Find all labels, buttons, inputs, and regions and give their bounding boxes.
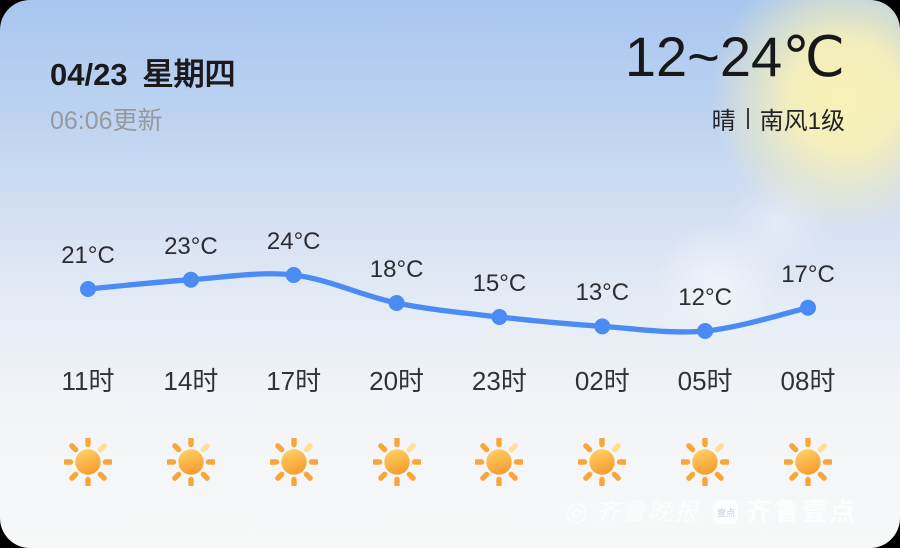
- sun-icon: [269, 438, 318, 486]
- sun-icon: [64, 438, 112, 486]
- condition-label: 晴: [711, 107, 736, 135]
- sun-icon: [784, 438, 832, 486]
- yidian-badge-text: 壹点: [716, 507, 735, 518]
- hour-label: 08时: [780, 366, 836, 396]
- hour-label: 05时: [677, 366, 733, 396]
- date-label: 04/23: [50, 57, 128, 92]
- weekday-label: 星期四: [142, 57, 236, 92]
- yidian-badge-icon: 壹点: [713, 500, 738, 524]
- data-point-dot: [594, 318, 611, 335]
- point-temp-label: 12°C: [678, 284, 732, 311]
- wind-label: 南风1级: [759, 107, 845, 135]
- point-temp-label: 13°C: [575, 279, 630, 307]
- hour-label: 14时: [163, 366, 219, 396]
- temp-range-label: 12~24℃: [624, 25, 845, 88]
- data-point-dot: [697, 323, 714, 339]
- sun-icon: [166, 438, 215, 486]
- data-point-dot: [285, 267, 302, 283]
- point-temp-label: 17°C: [781, 260, 835, 288]
- date-title: 04/23 星期四: [50, 56, 236, 93]
- hour-label: 20时: [369, 366, 425, 396]
- data-point-dot: [491, 309, 508, 325]
- sun-icon: [372, 438, 421, 486]
- data-point-dot: [800, 299, 816, 316]
- sun-icon: [578, 438, 627, 486]
- point-temp-label: 18°C: [369, 256, 424, 283]
- point-temp-label: 24°C: [266, 228, 321, 255]
- data-point-dot: [80, 281, 96, 297]
- divider-bar: [746, 107, 749, 129]
- qilu-evening-news-logo-icon: ◎: [565, 497, 588, 527]
- hour-label: 11时: [61, 366, 115, 396]
- point-temp-label: 15°C: [472, 270, 527, 297]
- qilu-yidian-wordmark: 齐鲁壹点: [745, 497, 858, 526]
- header-left: 04/23 星期四 06:06更新: [50, 56, 236, 136]
- point-temp-label: 21°C: [61, 242, 115, 269]
- sun-icon: [681, 438, 730, 486]
- hour-label: 23时: [471, 366, 527, 396]
- data-point-dot: [182, 271, 199, 288]
- hour-label: 17时: [266, 366, 322, 396]
- header-right: 12~24℃ 晴 南风1级: [625, 26, 845, 136]
- condition-row: 晴 南风1级: [625, 101, 845, 136]
- point-temp-label: 23°C: [164, 232, 218, 260]
- watermark: ◎ 齐鲁晚报 壹点 齐鲁壹点: [565, 499, 858, 525]
- data-point-dot: [388, 295, 405, 311]
- hour-label: 02时: [574, 366, 630, 396]
- sun-icon: [475, 438, 524, 486]
- update-time-label: 06:06更新: [50, 107, 163, 136]
- qilu-evening-news-wordmark: 齐鲁晚报: [595, 498, 700, 526]
